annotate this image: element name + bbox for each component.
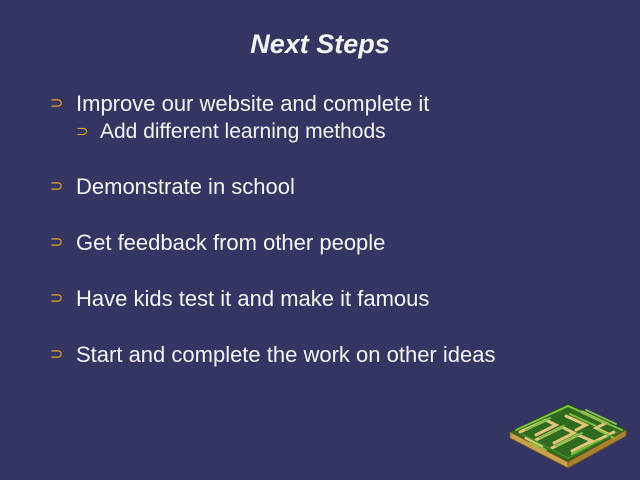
bullet-arrow-icon: ⊃ [50,234,64,251]
bullet-text: Have kids test it and make it famous [76,286,430,311]
bullet-text: Improve our website and complete it [76,91,430,116]
bullet-arrow-icon: ⊃ [50,95,64,112]
bullet-item: ⊃ Get feedback from other people [50,230,385,256]
bullet-item: ⊃ Have kids test it and make it famous [50,286,429,312]
maze-clipart-image [508,403,628,469]
bullet-arrow-icon: ⊃ [50,178,64,195]
bullet-item: ⊃ Start and complete the work on other i… [50,342,495,368]
bullet-item: ⊃ Improve our website and complete it [50,91,429,117]
bullet-text: Get feedback from other people [76,230,386,255]
bullet-text: Start and complete the work on other ide… [76,342,496,367]
bullet-arrow-icon: ⊃ [50,290,64,307]
bullet-arrow-icon: ⊃ [50,346,64,363]
slide-title: Next Steps [250,29,390,59]
bullet-arrow-icon: ⊃ [76,123,89,140]
bullet-item: ⊃ Demonstrate in school [50,174,295,200]
bullet-text: Add different learning methods [100,120,386,143]
sub-bullet-item: ⊃ Add different learning methods [76,120,386,144]
bullet-text: Demonstrate in school [76,174,295,199]
